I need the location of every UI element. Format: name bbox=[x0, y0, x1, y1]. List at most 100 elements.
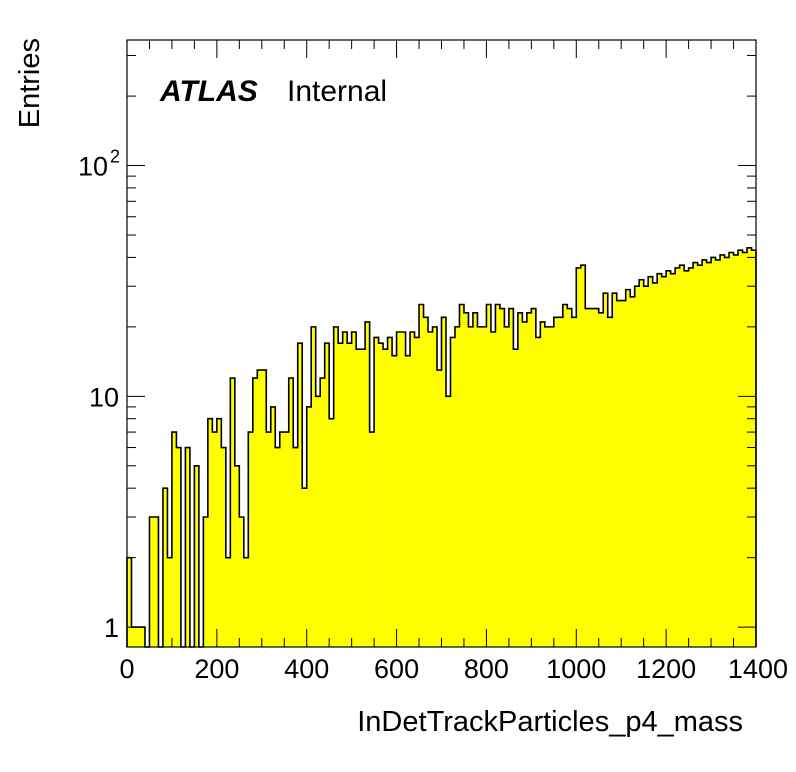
histogram-bar bbox=[153, 517, 159, 647]
x-tick-label: 1000 bbox=[546, 654, 606, 684]
histogram-bar bbox=[279, 432, 285, 647]
histogram-bar bbox=[675, 267, 680, 647]
histogram-bar bbox=[450, 337, 456, 647]
histogram-bar bbox=[216, 418, 222, 647]
histogram-bars bbox=[126, 247, 757, 648]
histogram-bar bbox=[374, 337, 379, 647]
histogram-bar bbox=[639, 279, 644, 647]
histogram-bar bbox=[531, 308, 537, 647]
histogram-bar bbox=[670, 273, 676, 647]
x-tick-label: 1200 bbox=[636, 654, 696, 684]
histogram-bar bbox=[396, 332, 402, 647]
histogram-bar bbox=[724, 257, 730, 647]
histogram-bar bbox=[742, 252, 748, 647]
histogram-bar bbox=[616, 300, 622, 647]
histogram-bar bbox=[630, 296, 635, 647]
histogram-bar bbox=[495, 304, 501, 647]
histogram-bar bbox=[428, 332, 433, 647]
histogram-bar bbox=[387, 337, 393, 647]
histogram-bar bbox=[733, 254, 739, 647]
histogram-bar bbox=[504, 326, 510, 647]
histogram-bar bbox=[589, 308, 595, 647]
histogram-bar bbox=[225, 557, 231, 647]
y-tick-label: 10 bbox=[89, 382, 119, 412]
histogram-bar bbox=[621, 300, 627, 647]
histogram-bar bbox=[288, 378, 294, 647]
histogram-bar bbox=[423, 317, 429, 647]
histogram-bar bbox=[131, 627, 137, 647]
histogram-bar bbox=[594, 308, 600, 647]
histogram-bar bbox=[401, 332, 406, 647]
histogram-bar bbox=[598, 312, 604, 647]
histogram-bar bbox=[562, 304, 568, 647]
histogram-bar bbox=[499, 308, 505, 647]
histogram-bar bbox=[369, 432, 375, 647]
histogram-bar bbox=[522, 321, 528, 647]
histogram-bar bbox=[702, 259, 707, 647]
histogram-bar bbox=[333, 326, 339, 647]
histogram-bar bbox=[315, 396, 321, 647]
histogram-bar bbox=[576, 267, 582, 647]
histogram-bar bbox=[230, 378, 236, 647]
histogram-bar bbox=[472, 312, 478, 647]
histogram-bar bbox=[351, 332, 357, 647]
histogram-bar bbox=[257, 370, 263, 647]
histogram-bar bbox=[580, 265, 586, 647]
histogram-bar bbox=[171, 432, 177, 647]
x-axis-ticks: 0 200 400 600 800 1000 1200 1400 bbox=[119, 40, 788, 684]
histogram-bar bbox=[441, 317, 447, 647]
histogram-bar bbox=[720, 254, 725, 647]
histogram-bar bbox=[275, 447, 281, 647]
histogram-bar bbox=[459, 304, 465, 647]
histogram-bar bbox=[652, 282, 658, 647]
histogram-bar bbox=[378, 343, 384, 647]
histogram-bar bbox=[693, 262, 698, 647]
y-axis-label: Entries bbox=[14, 38, 46, 128]
histogram-bar bbox=[567, 308, 573, 647]
histogram-bar bbox=[612, 293, 618, 647]
histogram-bar bbox=[706, 262, 712, 647]
histogram-bar bbox=[167, 557, 173, 647]
x-tick-label: 600 bbox=[374, 654, 419, 684]
histogram-bar bbox=[248, 432, 254, 647]
histogram-bar bbox=[203, 517, 209, 647]
histogram-bar bbox=[293, 447, 299, 647]
histogram-bar bbox=[738, 250, 743, 647]
histogram-bar bbox=[410, 332, 415, 647]
histogram-bar bbox=[684, 270, 689, 647]
histogram-bar bbox=[486, 304, 492, 647]
histogram-bar bbox=[324, 343, 330, 647]
histogram-bar bbox=[558, 317, 564, 647]
histogram-bar bbox=[607, 317, 613, 647]
histogram-bar bbox=[365, 321, 370, 647]
histogram-bar bbox=[419, 304, 424, 647]
histogram-bar bbox=[212, 432, 218, 647]
histogram-bar bbox=[535, 337, 541, 647]
histogram-bar bbox=[140, 627, 146, 647]
histogram-bar bbox=[306, 406, 312, 647]
histogram-bar bbox=[648, 276, 653, 647]
histogram-bar bbox=[490, 332, 496, 647]
histogram-bar bbox=[540, 321, 546, 647]
histogram-bar bbox=[234, 465, 240, 647]
x-tick-label: 400 bbox=[284, 654, 329, 684]
histogram-bar bbox=[347, 343, 352, 647]
histogram-bar bbox=[311, 326, 316, 647]
histogram-bar bbox=[553, 317, 559, 647]
histogram-bar bbox=[194, 465, 200, 647]
histogram-bar bbox=[149, 517, 155, 647]
histogram-bar bbox=[517, 312, 523, 647]
histogram-bar bbox=[243, 557, 249, 647]
histogram-bar bbox=[261, 370, 267, 647]
histogram-bar bbox=[571, 317, 577, 647]
y-tick-exponent: 2 bbox=[110, 147, 120, 167]
histogram-bar bbox=[414, 337, 420, 647]
histogram-bar bbox=[284, 432, 290, 647]
histogram-bar bbox=[297, 343, 303, 647]
histogram-bar bbox=[643, 286, 649, 647]
histogram-bar bbox=[657, 273, 662, 647]
y-tick-label: 10 bbox=[78, 152, 108, 182]
histogram-bar bbox=[481, 326, 487, 647]
